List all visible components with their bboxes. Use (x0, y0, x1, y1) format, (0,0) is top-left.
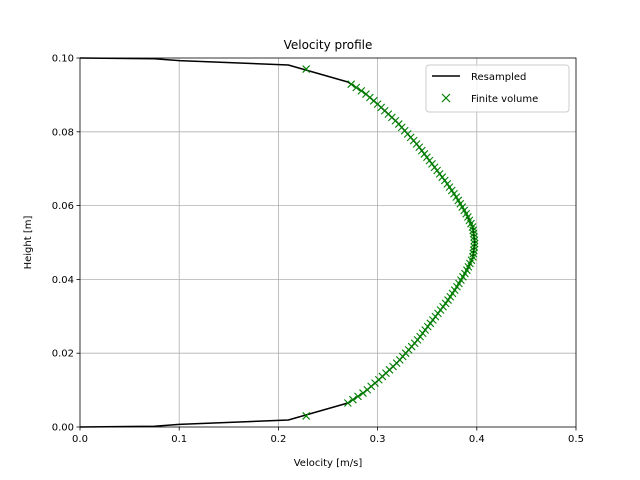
finite-volume-point (352, 83, 361, 92)
y-tick-label: 0.10 (52, 54, 74, 65)
y-axis-label: Height [m] (23, 216, 34, 270)
x-tick-label: 0.2 (270, 434, 286, 445)
legend-label-resampled: Resampled (471, 72, 526, 83)
finite-volume-point (359, 389, 367, 397)
finite-volume-point (444, 296, 452, 304)
finite-volume-point (347, 80, 356, 89)
finite-volume-point (470, 239, 479, 248)
finite-volume-point (354, 392, 362, 401)
finite-volume-point (470, 243, 479, 251)
x-tick-label: 0.1 (171, 434, 187, 445)
finite-volume-point (357, 86, 366, 95)
finite-volume-point (448, 289, 457, 298)
legend-label-finite-volume: Finite volume (471, 94, 538, 105)
grid (80, 58, 576, 427)
finite-volume-point (469, 246, 478, 255)
finite-volume-point (450, 286, 459, 294)
finite-volume-point (469, 249, 478, 258)
y-tick-label: 0.00 (52, 423, 74, 434)
y-tick-label: 0.02 (52, 349, 74, 360)
legend-marker-finite-volume (441, 93, 451, 103)
finite-volume-point (446, 292, 455, 301)
y-axis: 0.00 0.02 0.04 0.06 0.08 0.10 (52, 54, 80, 434)
x-tick-label: 0.5 (568, 434, 584, 445)
y-tick-label: 0.06 (52, 201, 74, 212)
finite-volume-point (302, 65, 311, 73)
finite-volume-point (450, 189, 458, 198)
legend-box (425, 64, 570, 113)
series-line-resampled (79, 57, 476, 428)
finite-volume-point (470, 233, 478, 241)
finite-volume-point (343, 399, 352, 407)
legend: Resampled Finite volume (425, 64, 570, 113)
plot-frame (79, 57, 577, 428)
finite-volume-point (443, 179, 452, 188)
chart-title: Velocity profile (284, 38, 373, 52)
finite-volume-point (445, 183, 454, 192)
y-tick-label: 0.04 (52, 275, 74, 286)
finite-volume-point (470, 236, 479, 245)
x-axis-label: Velocity [m/s] (294, 458, 363, 469)
finite-volume-point (469, 229, 478, 238)
x-tick-label: 0.4 (469, 434, 485, 445)
x-tick-label: 0.0 (72, 434, 88, 445)
series-layer (79, 57, 479, 428)
finite-volume-point (362, 90, 370, 99)
finite-volume-point (452, 193, 461, 202)
x-axis: 0.0 0.1 0.2 0.3 0.4 0.5 (72, 427, 584, 445)
finite-volume-point (302, 412, 311, 420)
finite-volume-point (447, 186, 456, 195)
finite-volume-point (468, 253, 477, 261)
x-tick-label: 0.3 (370, 434, 386, 445)
finite-volume-point (349, 395, 357, 404)
finite-volume-point (441, 299, 450, 308)
y-tick-label: 0.08 (52, 127, 74, 138)
